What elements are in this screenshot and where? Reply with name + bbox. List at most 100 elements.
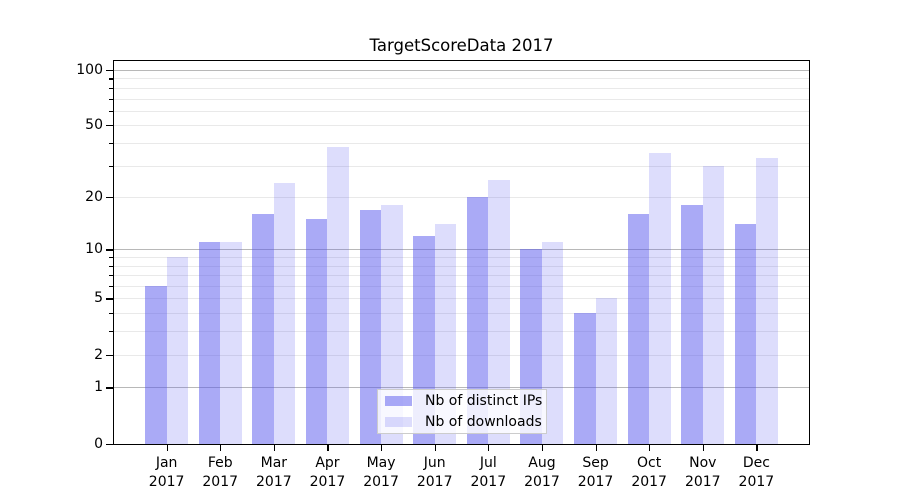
- x-tick-mark: [381, 445, 383, 451]
- y-minor-tick-mark: [109, 265, 113, 267]
- y-tick-mark: [106, 354, 113, 356]
- gridlines-layer: [114, 61, 809, 444]
- gridline-1: [114, 387, 809, 389]
- gridline-2: [114, 354, 809, 356]
- bar-sep-distinct-ips: [574, 313, 596, 444]
- x-tick-mark: [541, 445, 544, 451]
- y-tick-mark: [106, 298, 113, 300]
- y-minor-tick-mark: [109, 87, 113, 90]
- bar-mar-distinct-ips: [252, 214, 274, 444]
- bar-feb-distinct-ips: [198, 242, 221, 444]
- gridline-70: [114, 98, 809, 100]
- gridline-6: [114, 286, 809, 288]
- legend-row: Nb of distinct IPs: [385, 393, 546, 410]
- y-tick-label-10: 10: [85, 241, 103, 258]
- bar-mar-downloads: [273, 182, 296, 444]
- x-tick-label-aug: Aug 2017: [524, 455, 560, 490]
- bar-dec-distinct-ips: [734, 224, 757, 444]
- bar-aug-downloads: [541, 242, 564, 444]
- bar-oct-distinct-ips: [627, 214, 650, 444]
- plot-area: [113, 60, 810, 445]
- gridline-40: [114, 142, 809, 144]
- y-tick-label-50: 50: [85, 117, 103, 134]
- legend-label-distinct-ips: Nb of distinct IPs: [425, 393, 543, 409]
- bar-sep-downloads: [595, 298, 618, 444]
- gridline-10: [114, 249, 809, 251]
- bar-jul-downloads: [488, 179, 510, 444]
- gridline-90: [114, 78, 809, 80]
- x-tick-mark: [166, 445, 168, 451]
- y-tick-label-20: 20: [85, 189, 103, 206]
- y-tick-mark: [106, 443, 113, 445]
- x-tick-label-jan: Jan 2017: [148, 455, 185, 490]
- x-tick-mark: [434, 445, 436, 451]
- x-tick-label-sep: Sep 2017: [577, 455, 614, 490]
- y-minor-tick-mark: [109, 98, 113, 100]
- gridline-100: [114, 70, 809, 71]
- y-tick-label-100: 100: [76, 62, 103, 78]
- y-minor-tick-mark: [109, 313, 113, 315]
- gridline-50: [114, 125, 809, 127]
- y-tick-label-2: 2: [94, 346, 103, 363]
- bar-nov-downloads: [702, 165, 725, 444]
- y-minor-tick-mark: [109, 78, 113, 80]
- y-tick-label-5: 5: [94, 290, 103, 307]
- legend-label-downloads: Nb of downloads: [425, 414, 542, 430]
- x-tick-label-apr: Apr 2017: [309, 455, 346, 490]
- x-tick-mark: [702, 445, 704, 451]
- x-tick-label-feb: Feb 2017: [202, 455, 239, 490]
- x-tick-label-dec: Dec 2017: [738, 455, 775, 490]
- x-tick-mark: [488, 445, 490, 451]
- gridline-7: [114, 275, 809, 277]
- bar-feb-downloads: [220, 242, 242, 444]
- legend: Nb of distinct IPs Nb of downloads: [377, 389, 547, 434]
- y-minor-tick-mark: [109, 142, 113, 145]
- bar-jan-distinct-ips: [145, 286, 167, 444]
- y-minor-tick-mark: [109, 275, 113, 277]
- gridline-4: [114, 313, 809, 315]
- gridline-3: [114, 331, 809, 333]
- x-tick-label-oct: Oct 2017: [631, 455, 667, 490]
- legend-swatch-downloads: [385, 417, 412, 427]
- y-tick-mark: [106, 197, 113, 199]
- x-tick-mark: [649, 445, 651, 451]
- gridline-80: [114, 87, 809, 89]
- gridline-30: [114, 165, 809, 167]
- x-tick-mark: [595, 445, 597, 451]
- x-tick-label-may: May 2017: [363, 455, 399, 490]
- y-tick-mark: [106, 125, 113, 127]
- y-minor-tick-mark: [109, 257, 113, 259]
- bar-dec-downloads: [756, 158, 778, 444]
- x-tick-mark: [756, 445, 758, 451]
- y-tick-mark: [106, 70, 113, 72]
- x-tick-label-mar: Mar 2017: [256, 455, 292, 490]
- bar-jan-downloads: [166, 257, 189, 444]
- y-tick-mark: [106, 249, 113, 251]
- bar-jul-distinct-ips: [466, 197, 489, 444]
- gridline-60: [114, 110, 809, 112]
- bar-may-distinct-ips: [359, 209, 382, 444]
- bar-apr-downloads: [327, 147, 349, 444]
- y-tick-mark: [106, 387, 113, 389]
- y-minor-tick-mark: [109, 286, 113, 288]
- gridline-8: [114, 265, 809, 267]
- y-minor-tick-mark: [109, 331, 113, 333]
- bar-oct-downloads: [649, 153, 671, 444]
- gridline-9: [114, 257, 809, 259]
- x-tick-label-jul: Jul 2017: [470, 455, 507, 490]
- y-minor-tick-mark: [109, 165, 113, 167]
- legend-row: Nb of downloads: [385, 414, 546, 431]
- y-tick-label-1: 1: [94, 379, 103, 396]
- x-tick-label-nov: Nov 2017: [684, 455, 721, 490]
- x-tick-label-jun: Jun 2017: [416, 455, 453, 490]
- bar-apr-distinct-ips: [305, 219, 328, 444]
- y-minor-tick-mark: [109, 110, 113, 112]
- y-tick-label-0: 0: [94, 435, 103, 452]
- gridline-20: [114, 197, 809, 199]
- x-tick-mark: [327, 445, 329, 451]
- bar-may-downloads: [381, 205, 403, 444]
- x-tick-mark: [220, 445, 222, 451]
- bar-nov-distinct-ips: [681, 205, 703, 444]
- x-tick-mark: [273, 445, 276, 451]
